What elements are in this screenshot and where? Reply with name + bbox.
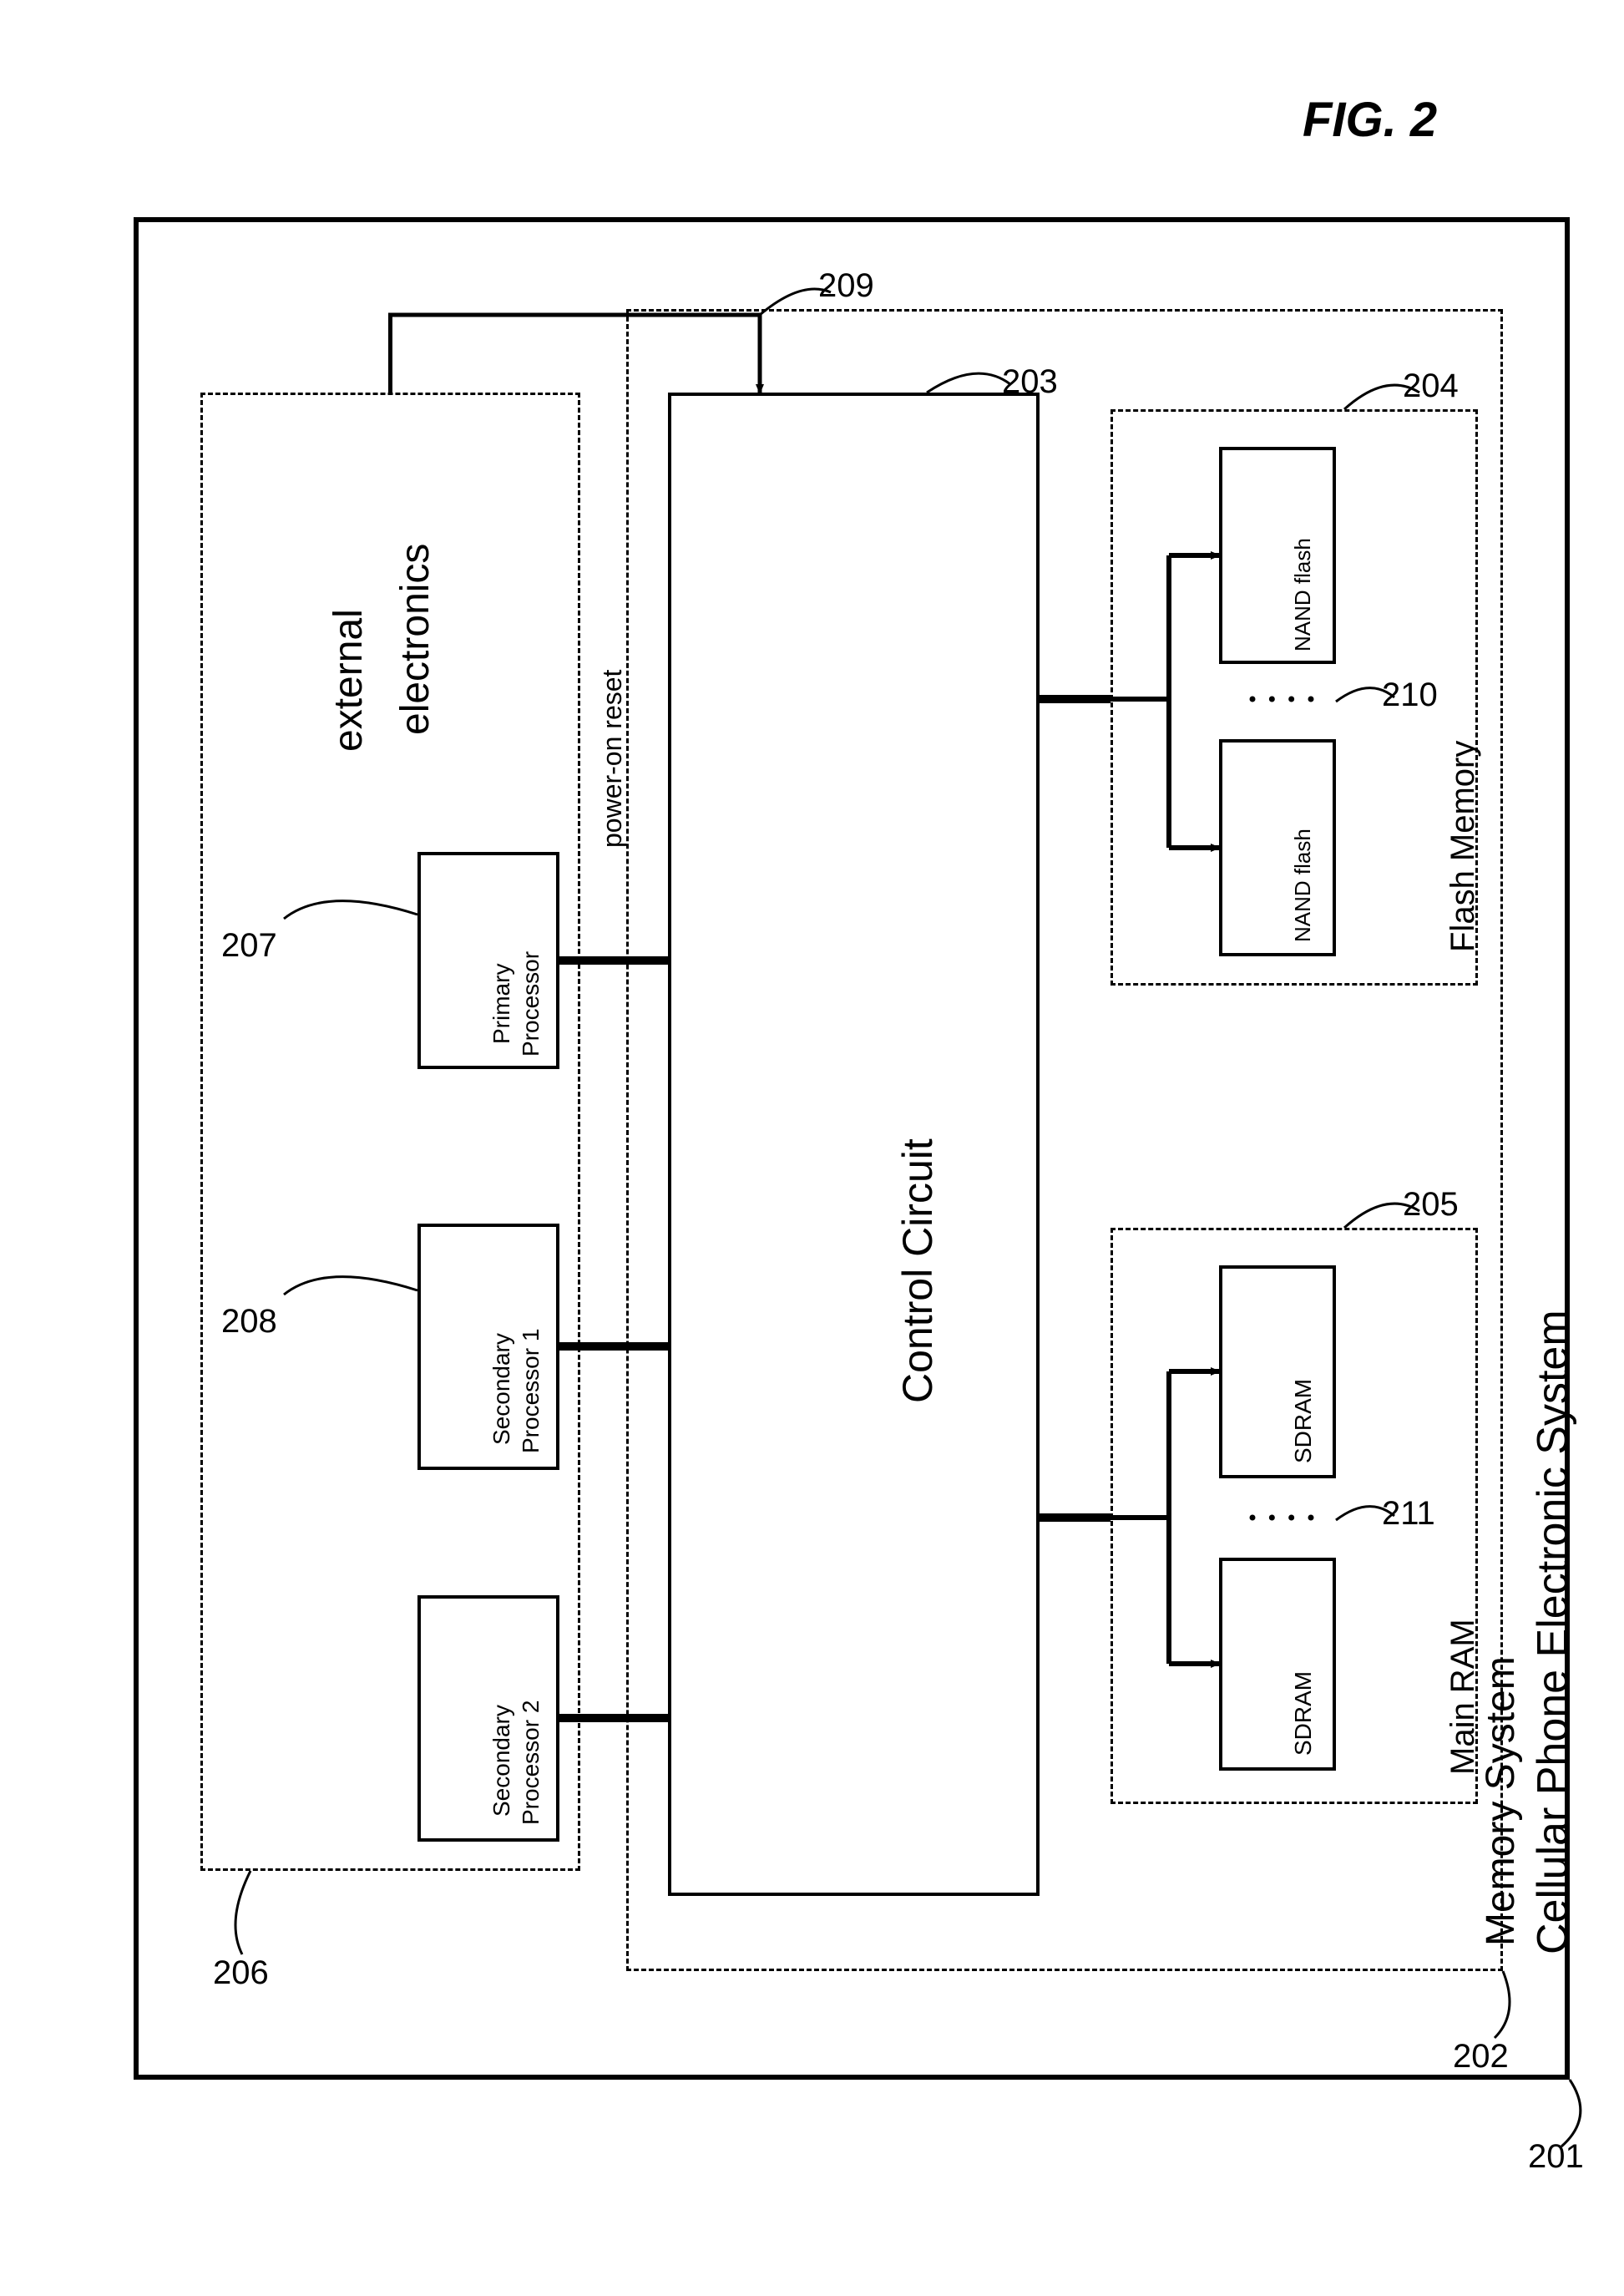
external-label-2: electronics xyxy=(392,544,438,735)
memory-system-label: Memory System xyxy=(1478,1656,1524,1946)
power-on-reset-label: power-on reset xyxy=(597,670,628,848)
nand1-label: NAND flash xyxy=(1290,538,1316,651)
diagram-canvas: FIG. 2 Cellular Phone Electronic System 20… xyxy=(33,33,1624,2263)
ref-211: 211 xyxy=(1382,1495,1435,1533)
system-label: Cellular Phone Electronic System xyxy=(1528,1310,1578,1954)
primary-label-1: Primary xyxy=(488,964,515,1044)
ref-207: 207 xyxy=(221,927,277,965)
ref-204: 204 xyxy=(1403,367,1459,405)
sdram1-label: SDRAM xyxy=(1290,1379,1317,1463)
ref-208: 208 xyxy=(221,1303,277,1341)
flash-label: Flash Memory xyxy=(1444,741,1482,952)
figure-title: FIG. 2 xyxy=(1303,92,1437,148)
nand-flash-2-box xyxy=(1219,739,1336,956)
ref-206: 206 xyxy=(213,1954,269,1992)
sec1-label-1: Secondary xyxy=(488,1333,515,1445)
ref-210: 210 xyxy=(1382,677,1438,714)
sec2-label-1: Secondary xyxy=(488,1705,515,1817)
primary-label-2: Processor xyxy=(518,951,544,1057)
ref-202: 202 xyxy=(1453,2038,1509,2076)
nand-flash-1-box xyxy=(1219,447,1336,664)
sdram-1-box xyxy=(1219,1265,1336,1478)
control-circuit-box xyxy=(668,393,1040,1896)
ref-201: 201 xyxy=(1528,2138,1584,2176)
nand2-label: NAND flash xyxy=(1290,829,1316,942)
sdram-2-box xyxy=(1219,1558,1336,1771)
sec2-label-2: Processor 2 xyxy=(518,1700,544,1825)
external-label-1: external xyxy=(326,609,372,752)
ram-label: Main RAM xyxy=(1444,1619,1482,1775)
ref-203: 203 xyxy=(1002,363,1058,401)
ref-205: 205 xyxy=(1403,1186,1459,1224)
leader-201 xyxy=(1561,2080,1581,2146)
sdram2-label: SDRAM xyxy=(1290,1671,1317,1756)
sec1-label-2: Processor 1 xyxy=(518,1329,544,1453)
ref-209: 209 xyxy=(818,267,874,305)
control-label: Control Circuit xyxy=(893,1138,942,1403)
